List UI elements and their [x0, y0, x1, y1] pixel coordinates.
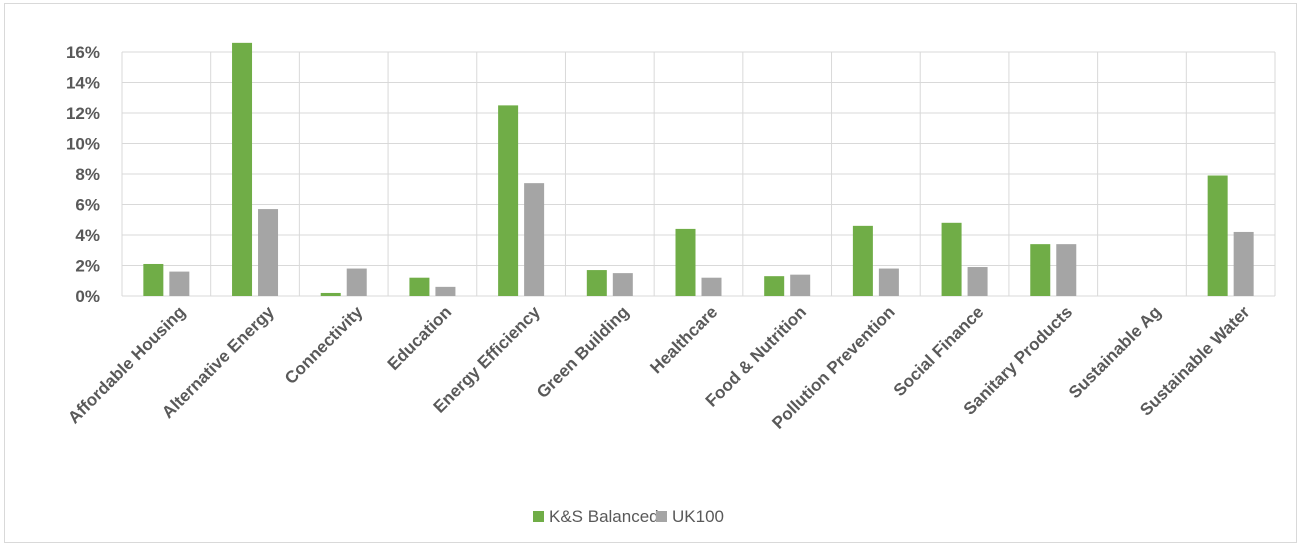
bar-ks-balanced — [586, 270, 607, 296]
chart-frame — [4, 3, 1297, 543]
x-tick-label: Healthcare — [646, 302, 721, 377]
y-tick-label: 10% — [66, 135, 100, 154]
y-tick-label: 2% — [75, 257, 100, 276]
x-tick-label: Social Finance — [890, 302, 988, 400]
bar-ks-balanced — [498, 105, 519, 296]
y-tick-label: 12% — [66, 104, 100, 123]
bar-ks-balanced — [409, 277, 430, 296]
y-axis-ticks: 0% 2% 4% 6% 8% 10% 12% 14% 16% — [66, 43, 100, 306]
bar-uk100 — [878, 268, 899, 296]
y-tick-label: 16% — [66, 43, 100, 62]
y-tick-label: 6% — [75, 196, 100, 215]
x-tick-label: Connectivity — [281, 302, 367, 388]
legend-label: K&S Balanced — [549, 507, 659, 526]
y-tick-label: 4% — [75, 226, 100, 245]
bar-ks-balanced — [941, 222, 962, 296]
bars — [143, 42, 1254, 296]
bar-uk100 — [435, 286, 456, 296]
bar-uk100 — [1056, 244, 1077, 296]
bar-uk100 — [701, 277, 722, 296]
bar-uk100 — [258, 209, 279, 296]
y-tick-label: 14% — [66, 74, 100, 93]
bar-ks-balanced — [675, 228, 696, 296]
bar-uk100 — [169, 271, 190, 296]
bar-uk100 — [346, 268, 367, 296]
x-tick-label: Education — [384, 302, 456, 374]
bar-uk100 — [524, 183, 545, 296]
legend-swatch — [533, 511, 544, 522]
bar-ks-balanced — [143, 263, 164, 296]
bar-ks-balanced — [232, 42, 253, 296]
bar-ks-balanced — [764, 276, 785, 296]
y-tick-label: 8% — [75, 165, 100, 184]
grid-lines — [121, 51, 1276, 297]
bar-uk100 — [967, 267, 988, 296]
bar-uk100 — [790, 274, 811, 296]
x-tick-label: Sustainable Ag — [1065, 302, 1165, 402]
bar-ks-balanced — [852, 225, 873, 296]
bar-ks-balanced — [320, 292, 341, 296]
bar-ks-balanced — [1207, 175, 1228, 296]
legend: K&S Balanced UK100 — [533, 507, 724, 526]
legend-label: UK100 — [672, 507, 724, 526]
y-tick-label: 0% — [75, 287, 100, 306]
bar-uk100 — [612, 273, 633, 296]
legend-swatch — [656, 511, 667, 522]
bar-ks-balanced — [1030, 244, 1051, 296]
bar-uk100 — [1233, 231, 1254, 296]
x-tick-label: Green Building — [533, 302, 633, 402]
